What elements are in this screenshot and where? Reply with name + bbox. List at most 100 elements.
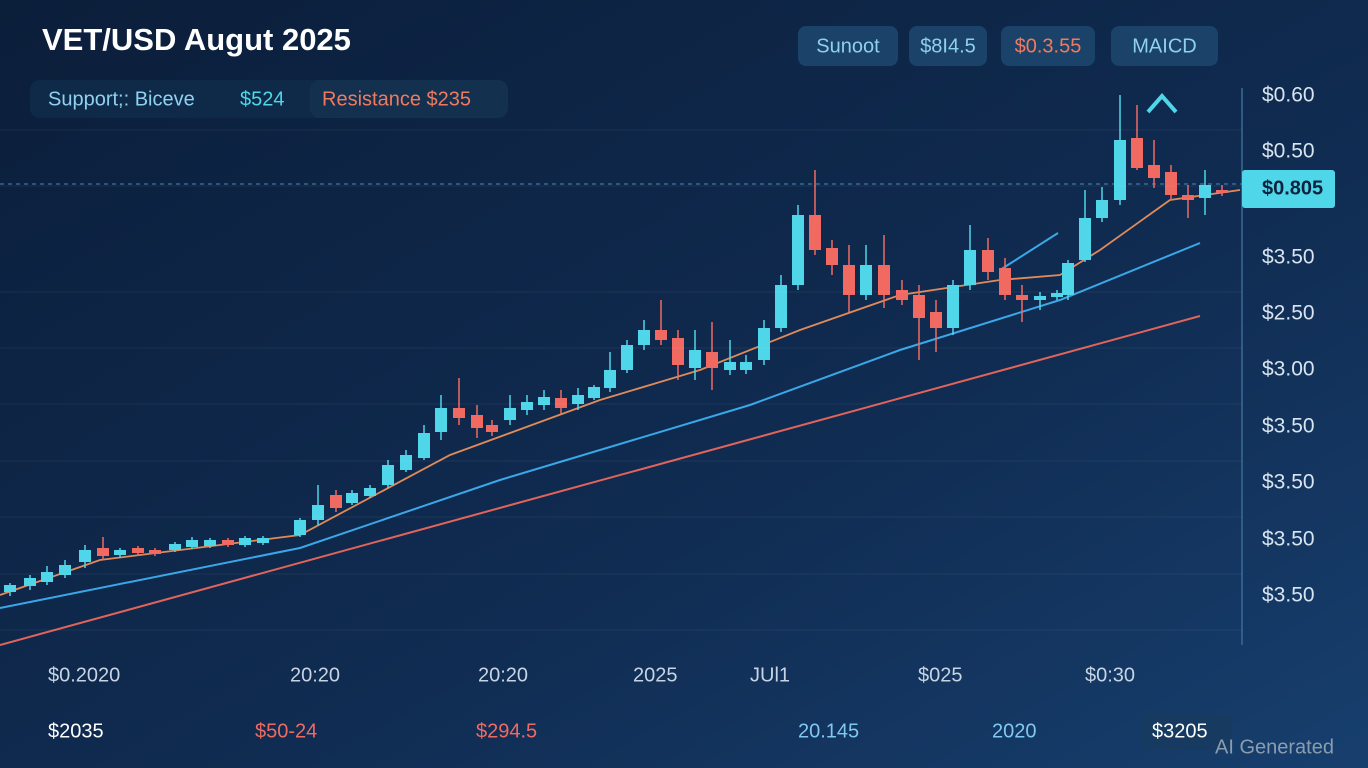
x-axis-label: $0:30 [1085,664,1135,686]
candle-body [471,415,483,428]
candle-body [999,268,1011,295]
candle-body [1182,195,1194,200]
candle-body [621,345,633,370]
footer-value: $50-24 [255,720,317,742]
candle-body [604,370,616,388]
candle-body [878,265,890,295]
footer-box [1142,714,1232,750]
candle-body [982,250,994,272]
candle-body [453,408,465,418]
candle-body [724,362,736,370]
candle-body [79,550,91,562]
candle-body [41,572,53,582]
candle-body [588,387,600,398]
candle-body [860,265,872,295]
footer-value: 2020 [992,720,1037,742]
candle-body [538,397,550,405]
candle-body [1034,296,1046,300]
title: VET/USD Augut 2025 [42,22,351,57]
candle-body [346,493,358,503]
badge [1001,26,1095,66]
candle-body [294,520,306,535]
x-axis-label: 20:20 [478,664,528,686]
x-axis-label: $025 [918,664,963,686]
candle-body [1199,185,1211,198]
candle-body [826,248,838,265]
candle-body [572,395,584,404]
candle-body [1062,263,1074,295]
candle-body [1131,138,1143,168]
candle-body [1079,218,1091,260]
candle-body [964,250,976,285]
candle-body [775,285,787,328]
candle-body [1096,200,1108,218]
badge [1111,26,1218,66]
candle-body [792,215,804,285]
support-label: Support;: Biceve [48,88,195,110]
badge [798,26,898,66]
support-value: $524 [240,88,285,110]
candle-body [1148,165,1160,178]
y-axis-label: $3.00 [1262,358,1315,381]
candle-body [1114,140,1126,200]
price-tag-box [1242,170,1335,208]
y-axis-label: $3.50 [1262,415,1315,438]
candle-body [504,408,516,420]
candle-body [222,540,234,545]
x-axis-label: $0.2020 [48,664,120,686]
resistance-label: Resistance $235 [322,88,471,110]
y-axis-label: $3.50 [1262,528,1315,551]
candle-body [486,425,498,432]
candle-body [947,285,959,328]
candle-body [521,402,533,410]
candle-body [257,538,269,543]
candle-body [638,330,650,345]
candle-body [418,433,430,458]
candle-body [330,495,342,508]
candles [4,95,1228,596]
candle-body [1216,190,1228,193]
candle-body [896,290,908,300]
footer-value: $2035 [48,720,104,742]
x-axis-label: 20:20 [290,664,340,686]
candle-body [186,540,198,547]
badge-label: $8I4.5 [920,35,976,57]
footer-value: $3205 [1152,720,1208,742]
x-axis-label: JUl1 [750,664,790,686]
candle-body [740,362,752,370]
candle-body [204,540,216,546]
x-axis-label: 2025 [633,664,678,686]
ma-long [0,315,1201,646]
candle-body [4,585,16,592]
candle-body [689,350,701,368]
footer-value: 20.145 [798,720,859,742]
footer-value: $294.5 [476,720,537,742]
candle-body [59,565,71,575]
candle-body [672,338,684,365]
y-axis-label: $3.50 [1262,246,1315,269]
candle-body [312,505,324,520]
candle-body [169,544,181,550]
price-tag: $0.805 [1262,177,1323,199]
legend-pill-segment [310,80,508,118]
candle-body [400,455,412,470]
y-axis-label: $0.50 [1262,140,1315,163]
candle-body [149,550,161,554]
ma-mid [0,242,1201,609]
candle-body [758,328,770,360]
candle-body [24,578,36,586]
candle-body [1165,172,1177,195]
badge-label: Sunoot [816,35,880,57]
y-axis-label: $2.50 [1262,302,1315,325]
candle-body [364,488,376,496]
candle-body [706,352,718,368]
candle-body [655,330,667,340]
candle-body [913,295,925,318]
candle-body [843,265,855,295]
candle-body [382,465,394,485]
candle-body [1051,293,1063,297]
candle-body [1016,295,1028,300]
y-axis-label: $3.50 [1262,471,1315,494]
